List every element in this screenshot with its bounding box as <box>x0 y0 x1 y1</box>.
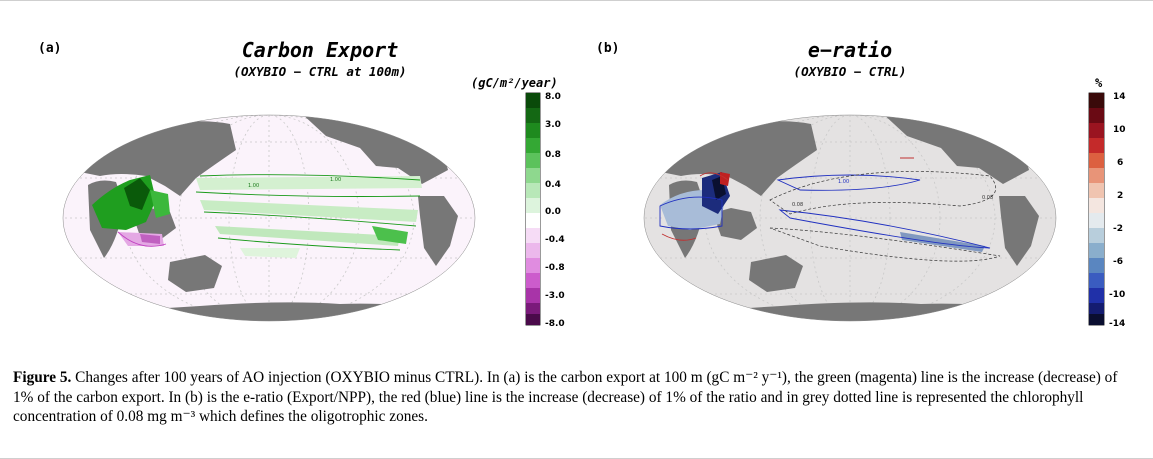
colorbar-a-tick: -8.0 <box>545 319 565 329</box>
caption-text: Changes after 100 years of AO injection … <box>13 369 1118 425</box>
colorbar-b-tick: 14 <box>1113 92 1126 102</box>
map-a-outline <box>62 114 476 322</box>
colorbar-b-tick: -2 <box>1113 224 1123 234</box>
colorbar-b-labels: 14 10 6 2 -2 -6 -10 -14 <box>1109 92 1126 329</box>
colorbar-a: 8.0 3.0 0.8 0.4 0.0 -0.4 -0.8 -3.0 -8.0 <box>525 92 565 329</box>
contour-label-a: 1.00 <box>248 183 259 189</box>
contour-label-a2: 1.00 <box>330 177 341 183</box>
contour-neg-a <box>117 231 167 247</box>
contours-a <box>195 174 421 251</box>
colorbar-a-tick: -3.0 <box>545 291 565 301</box>
colorbar-a-tick: -0.4 <box>545 235 565 245</box>
colorbar-a-swatches <box>526 93 540 325</box>
figure-caption: Figure 5. Changes after 100 years of AO … <box>13 368 1141 427</box>
panel-a-map: 1.00 1.00 <box>63 115 475 321</box>
panel-a-title: Carbon Export (OXYBIO − CTRL at 100m) <box>170 40 470 79</box>
contour-label-b1: 1.00 <box>838 179 849 185</box>
panel-b-unit: % <box>1095 76 1103 90</box>
carbon-positive-a <box>92 175 422 258</box>
panel-b-title: e−ratio (OXYBIO − CTRL) <box>730 40 970 79</box>
panel-a-subtitle: (OXYBIO − CTRL at 100m) <box>233 64 407 79</box>
colorbar-b-tick: 2 <box>1117 191 1123 201</box>
panel-a-title-text: Carbon Export <box>241 38 399 62</box>
colorbar-b-tick: -10 <box>1109 290 1125 300</box>
contour-label-b2: 0.08 <box>792 202 803 208</box>
panel-a-unit: (gC/m²/year) <box>471 76 558 90</box>
colorbar-b-tick: 6 <box>1117 158 1123 168</box>
colorbar-a-tick: -0.8 <box>545 263 565 273</box>
colorbar-a-tick: 0.8 <box>545 150 561 160</box>
map-b-outline <box>643 114 1057 322</box>
colorbar-a-tick: 3.0 <box>545 120 561 130</box>
colorbar-b-tick: -6 <box>1113 257 1123 267</box>
colorbar-b-swatches <box>1089 93 1104 325</box>
contours-b <box>659 157 991 249</box>
colorbar-b: 14 10 6 2 -2 -6 -10 -14 <box>1088 92 1126 329</box>
colorbar-a-labels: 8.0 3.0 0.8 0.4 0.0 -0.4 -0.8 -3.0 -8.0 <box>545 92 565 329</box>
colorbar-a-tick: 8.0 <box>545 92 561 102</box>
panel-b-map: 1.00 0.08 0.08 <box>644 115 1056 321</box>
colorbar-b-tick: -14 <box>1109 319 1125 329</box>
carbon-negative-a <box>118 232 164 246</box>
panel-b-label: (b) <box>596 41 620 56</box>
colorbar-a-tick: 0.4 <box>545 180 561 190</box>
panel-a-label: (a) <box>38 41 62 56</box>
figure-label: Figure 5. <box>13 369 72 386</box>
contour-label-b3: 0.08 <box>982 195 993 201</box>
chlorophyll-contour-b <box>769 171 1001 262</box>
panel-b-title-text: e−ratio <box>807 38 893 62</box>
colorbar-b-tick: 10 <box>1113 125 1126 135</box>
colorbar-a-tick: 0.0 <box>545 207 561 217</box>
panel-b-subtitle: (OXYBIO − CTRL) <box>793 64 907 79</box>
